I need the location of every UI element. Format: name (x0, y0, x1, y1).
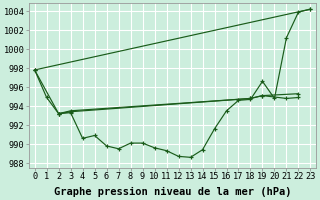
X-axis label: Graphe pression niveau de la mer (hPa): Graphe pression niveau de la mer (hPa) (54, 186, 291, 197)
